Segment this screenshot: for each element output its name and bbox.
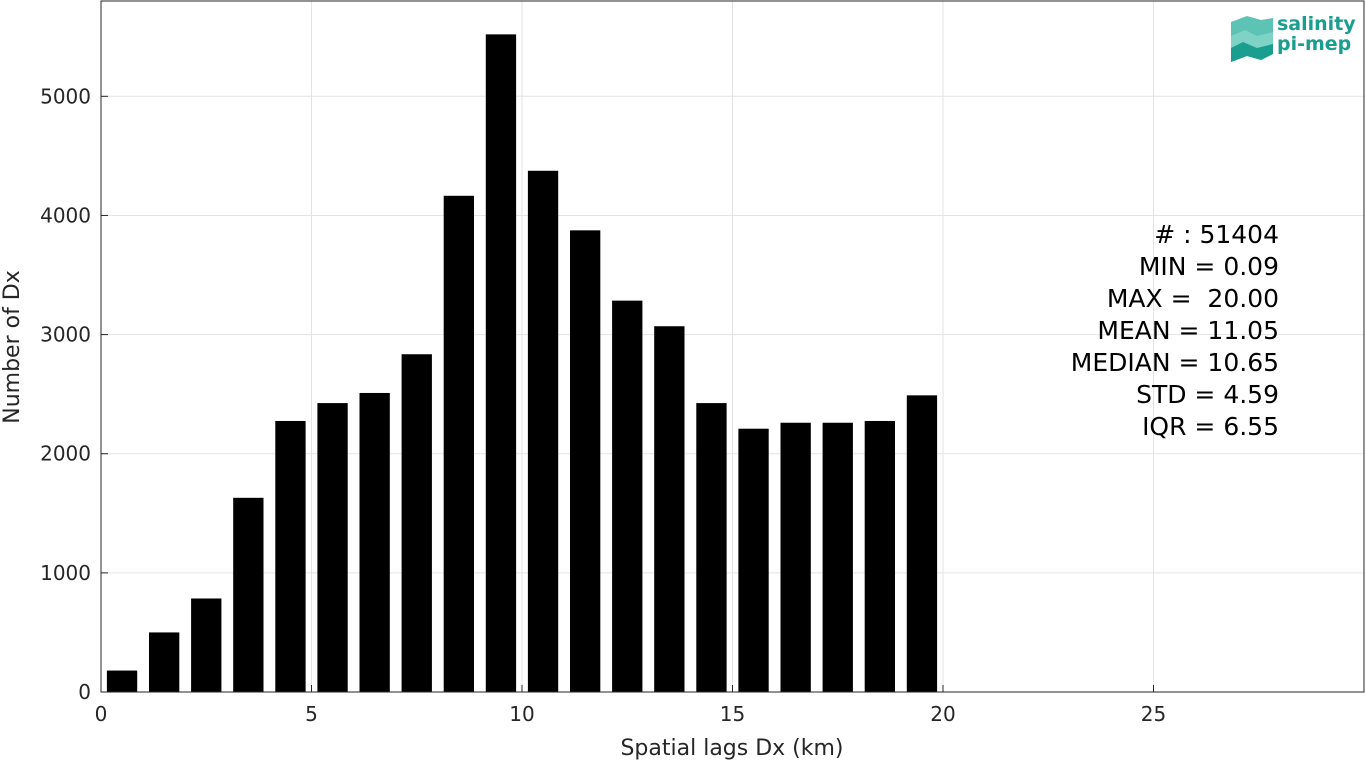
histogram-bar [443,195,475,692]
stat-line: # : 51404 [1154,220,1279,249]
stat-line: IQR = 6.55 [1142,412,1279,441]
x-tick-label: 5 [305,702,318,726]
x-axis-label: Spatial lags Dx (km) [620,736,843,761]
y-tick-label: 0 [78,680,91,704]
histogram-bar [401,354,432,692]
stat-line: MEAN = 11.05 [1097,316,1279,345]
histogram-bar [780,422,811,692]
statistics-box: # : 51404 MIN = 0.09 MAX = 20.00 MEAN = 11.… [1071,219,1279,443]
stat-line: MIN = 0.09 [1138,252,1279,281]
y-tick-label: 3000 [40,323,91,347]
grid-lines [101,1,1364,692]
histogram-bar [233,497,264,692]
x-axis-ticks: 0 5 10 15 20 25 [95,685,1166,726]
x-tick-label: 15 [720,702,745,726]
histogram-bar [359,392,390,692]
histogram-bar [485,34,517,692]
histogram-bar [738,428,769,692]
logo-waves-icon [1231,16,1273,62]
histogram-bar [612,300,643,692]
y-axis-label: Number of Dx [0,270,25,424]
histogram-bar [654,326,685,692]
logo-text-pi-mep: pi-mep [1277,33,1352,55]
histogram-bar [191,598,222,692]
x-tick-label: 10 [509,702,534,726]
histogram-bar [106,670,138,692]
logo-text-salinity: salinity [1277,13,1356,35]
y-tick-label: 4000 [40,203,91,227]
x-tick-label: 0 [95,702,108,726]
histogram-bar [317,403,348,692]
histogram-bar [569,230,601,692]
y-tick-label: 5000 [40,84,91,108]
histogram-bar [527,170,559,692]
stat-line: MAX = 20.00 [1106,284,1279,313]
histogram-bar [696,403,727,692]
x-tick-label: 20 [930,702,955,726]
y-tick-label: 1000 [40,561,91,585]
y-axis-ticks: 0 1000 2000 3000 4000 5000 [40,84,108,704]
stat-line: MEDIAN = 10.65 [1070,348,1279,377]
histogram-bar [275,420,306,692]
histogram-bar [148,632,180,692]
x-tick-label: 25 [1141,702,1166,726]
salinity-pi-mep-logo: salinity pi-mep [1227,14,1357,64]
y-tick-label: 2000 [40,442,91,466]
bars-group [106,34,938,692]
stat-line: STD = 4.59 [1136,380,1279,409]
histogram-bar [822,422,853,692]
histogram-bar [906,395,938,692]
histogram-bar [864,420,896,692]
